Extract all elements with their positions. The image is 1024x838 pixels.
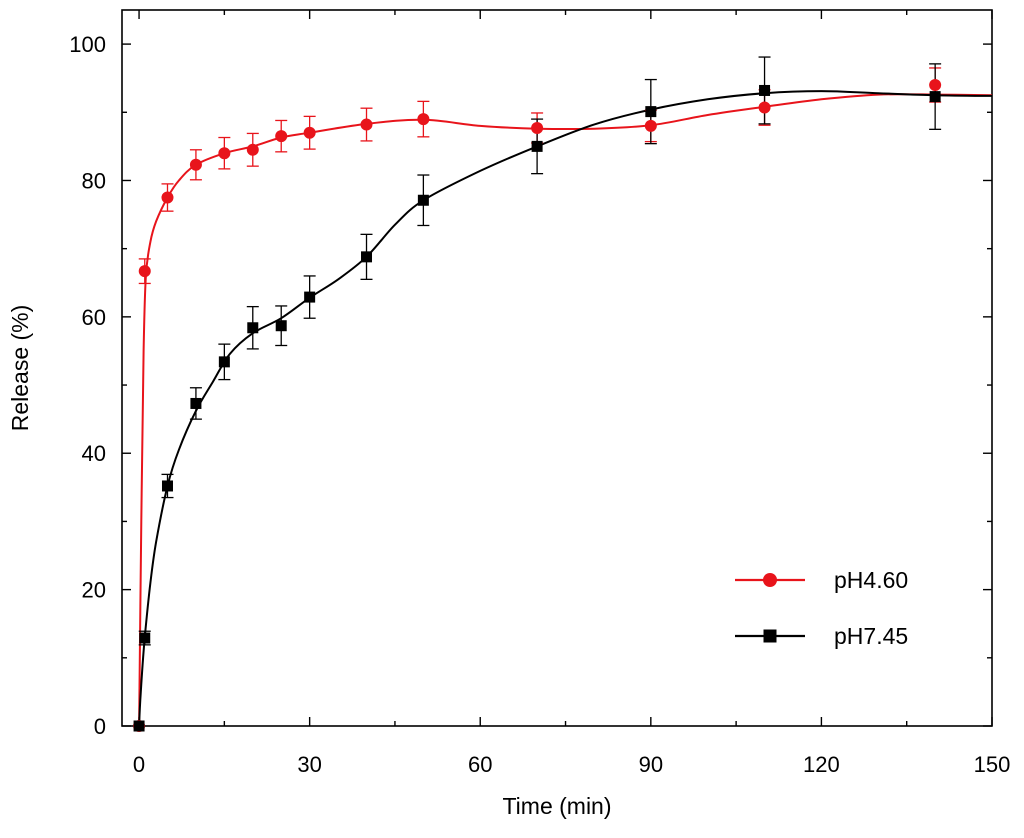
axis-ticks bbox=[122, 10, 993, 727]
legend: pH4.60 pH7.45 bbox=[735, 567, 908, 649]
legend-marker-ph745 bbox=[763, 629, 777, 643]
point-ph460 bbox=[417, 113, 430, 126]
point-ph460 bbox=[246, 143, 259, 156]
y-tick-label: 100 bbox=[69, 32, 106, 57]
y-tick-label: 0 bbox=[94, 714, 106, 739]
point-ph460 bbox=[275, 130, 288, 143]
legend-label-ph745: pH7.45 bbox=[834, 623, 908, 649]
plot-frame bbox=[121, 9, 993, 727]
point-ph745 bbox=[417, 194, 429, 206]
fit-curve-ph745 bbox=[138, 90, 993, 727]
y-tick-label: 80 bbox=[82, 168, 106, 193]
point-ph460 bbox=[644, 119, 657, 132]
y-tick-label: 40 bbox=[82, 441, 106, 466]
y-tick-labels: 0 20 40 60 80 100 bbox=[69, 32, 106, 739]
x-tick-label: 90 bbox=[639, 752, 663, 777]
point-ph745 bbox=[929, 91, 941, 103]
fit-curve-ph460 bbox=[138, 93, 993, 727]
legend-marker-ph460 bbox=[763, 573, 777, 587]
point-ph745 bbox=[531, 140, 543, 152]
point-ph460 bbox=[758, 101, 771, 114]
point-ph460 bbox=[929, 79, 942, 92]
point-ph745 bbox=[190, 397, 202, 409]
x-tick-label: 0 bbox=[133, 752, 145, 777]
x-tick-label: 30 bbox=[297, 752, 321, 777]
point-ph745 bbox=[139, 632, 151, 644]
point-ph745 bbox=[218, 356, 230, 368]
point-ph745 bbox=[361, 251, 373, 263]
y-axis-title: Release (%) bbox=[7, 305, 33, 432]
point-ph745 bbox=[759, 84, 771, 96]
point-ph460 bbox=[218, 147, 231, 160]
point-ph460 bbox=[303, 126, 316, 139]
y-tick-label: 60 bbox=[82, 305, 106, 330]
error-bars bbox=[138, 56, 942, 646]
x-tick-label: 150 bbox=[974, 752, 1011, 777]
x-axis-title: Time (min) bbox=[502, 793, 611, 819]
point-ph745 bbox=[247, 322, 259, 334]
point-ph745 bbox=[275, 320, 287, 332]
point-ph460 bbox=[360, 118, 373, 131]
point-ph460 bbox=[138, 265, 151, 278]
point-ph745 bbox=[133, 720, 145, 732]
point-ph745 bbox=[645, 106, 657, 118]
point-ph460 bbox=[189, 158, 202, 171]
point-ph745 bbox=[161, 480, 173, 492]
point-ph460 bbox=[161, 191, 174, 204]
y-tick-label: 20 bbox=[82, 578, 106, 603]
point-ph460 bbox=[531, 121, 544, 134]
x-tick-label: 60 bbox=[468, 752, 492, 777]
x-tick-label: 120 bbox=[803, 752, 840, 777]
data-markers bbox=[133, 79, 942, 732]
legend-label-ph460: pH4.60 bbox=[834, 567, 908, 593]
fit-curves bbox=[138, 90, 993, 727]
point-ph745 bbox=[304, 291, 316, 303]
x-tick-labels: 0 30 60 90 120 150 bbox=[133, 752, 1010, 777]
